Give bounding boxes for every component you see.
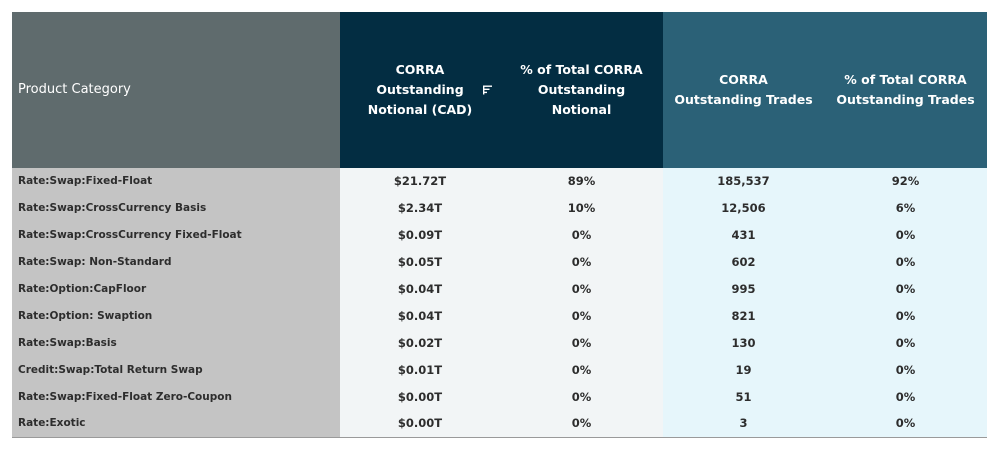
- notional-pct-cell: 0%: [500, 410, 663, 437]
- notional-cell: $21.72T: [340, 168, 500, 195]
- category-cell: Rate:Option:CapFloor: [12, 275, 340, 303]
- table-row: Credit:Swap:Total Return Swap $0.01T 0% 19 0…: [12, 356, 987, 384]
- table-row: Rate:Swap:Basis $0.02T 0% 130 0%: [12, 329, 987, 357]
- notional-cell: $0.04T: [340, 275, 500, 303]
- notional-cell: $0.09T: [340, 221, 500, 249]
- trades-cell: 995: [663, 275, 824, 303]
- trades-cell: 130: [663, 329, 824, 357]
- category-cell: Rate:Swap: Non-Standard: [12, 248, 340, 276]
- table-row: Rate:Swap:Fixed-Float $21.72T 89% 185,537 92…: [12, 168, 987, 195]
- trades-cell: 19: [663, 356, 824, 384]
- table-row: Rate:Option:CapFloor $0.04T 0% 995 0%: [12, 275, 987, 303]
- category-cell: Credit:Swap:Total Return Swap: [12, 356, 340, 384]
- category-cell: Rate:Swap:CrossCurrency Basis: [12, 194, 340, 222]
- header-pct-notional[interactable]: % of Total CORRA Outstanding Notional: [500, 12, 663, 168]
- trades-pct-cell: 92%: [824, 168, 987, 195]
- header-outstanding-trades-label: CORRA Outstanding Trades: [674, 72, 813, 107]
- trades-cell: 12,506: [663, 194, 824, 222]
- trades-pct-cell: 0%: [824, 248, 987, 276]
- header-outstanding-trades[interactable]: CORRA Outstanding Trades: [663, 12, 824, 168]
- trades-pct-cell: 0%: [824, 221, 987, 249]
- trades-pct-cell: 0%: [824, 275, 987, 303]
- notional-pct-cell: 0%: [500, 302, 663, 330]
- trades-cell: 431: [663, 221, 824, 249]
- notional-pct-cell: 10%: [500, 194, 663, 222]
- trades-cell: 51: [663, 383, 824, 411]
- header-pct-trades-label: % of Total CORRA Outstanding Trades: [836, 72, 975, 107]
- table-row: Rate:Swap:CrossCurrency Fixed-Float $0.09…: [12, 221, 987, 249]
- table-body: Rate:Swap:Fixed-Float $21.72T 89% 185,537 92…: [12, 168, 987, 437]
- header-outstanding-notional-label: CORRA Outstanding Notional (CAD): [367, 62, 473, 117]
- trades-cell: 3: [663, 410, 824, 437]
- table-row: Rate:Swap:Fixed-Float Zero-Coupon $0.00T 0…: [12, 383, 987, 411]
- notional-cell: $0.04T: [340, 302, 500, 330]
- category-cell: Rate:Swap:Fixed-Float Zero-Coupon: [12, 383, 340, 411]
- category-cell: Rate:Exotic: [12, 410, 340, 437]
- notional-cell: $0.05T: [340, 248, 500, 276]
- trades-pct-cell: 6%: [824, 194, 987, 222]
- table-row: Rate:Swap:CrossCurrency Basis $2.34T 10% 12…: [12, 194, 987, 222]
- notional-cell: $0.00T: [340, 383, 500, 411]
- trades-cell: 185,537: [663, 168, 824, 195]
- category-cell: Rate:Swap:Fixed-Float: [12, 168, 340, 195]
- notional-pct-cell: 0%: [500, 275, 663, 303]
- table-bottom-border: [12, 436, 987, 438]
- notional-cell: $0.01T: [340, 356, 500, 384]
- notional-pct-cell: 0%: [500, 248, 663, 276]
- header-pct-trades[interactable]: % of Total CORRA Outstanding Trades: [824, 12, 987, 168]
- trades-pct-cell: 0%: [824, 302, 987, 330]
- trades-pct-cell: 0%: [824, 383, 987, 411]
- table-row: Rate:Swap: Non-Standard $0.05T 0% 602 0%: [12, 248, 987, 276]
- table-row: Rate:Exotic $0.00T 0% 3 0%: [12, 410, 987, 437]
- header-outstanding-notional[interactable]: CORRA Outstanding Notional (CAD): [340, 12, 500, 168]
- corra-table: Product Category CORRA Outstanding Notio…: [12, 12, 987, 438]
- notional-pct-cell: 0%: [500, 383, 663, 411]
- notional-cell: $0.00T: [340, 410, 500, 437]
- category-cell: Rate:Swap:Basis: [12, 329, 340, 357]
- notional-cell: $2.34T: [340, 194, 500, 222]
- table-row: Rate:Option: Swaption $0.04T 0% 821 0%: [12, 302, 987, 330]
- trades-cell: 821: [663, 302, 824, 330]
- trades-cell: 602: [663, 248, 824, 276]
- trades-pct-cell: 0%: [824, 329, 987, 357]
- category-cell: Rate:Option: Swaption: [12, 302, 340, 330]
- notional-cell: $0.02T: [340, 329, 500, 357]
- notional-pct-cell: 89%: [500, 168, 663, 195]
- trades-pct-cell: 0%: [824, 356, 987, 384]
- table-header: Product Category CORRA Outstanding Notio…: [12, 12, 987, 168]
- header-pct-notional-label: % of Total CORRA Outstanding Notional: [520, 62, 643, 117]
- sort-icon[interactable]: [482, 84, 494, 96]
- header-product-category[interactable]: Product Category: [12, 12, 340, 168]
- notional-pct-cell: 0%: [500, 356, 663, 384]
- notional-pct-cell: 0%: [500, 329, 663, 357]
- trades-pct-cell: 0%: [824, 410, 987, 437]
- category-cell: Rate:Swap:CrossCurrency Fixed-Float: [12, 221, 340, 249]
- notional-pct-cell: 0%: [500, 221, 663, 249]
